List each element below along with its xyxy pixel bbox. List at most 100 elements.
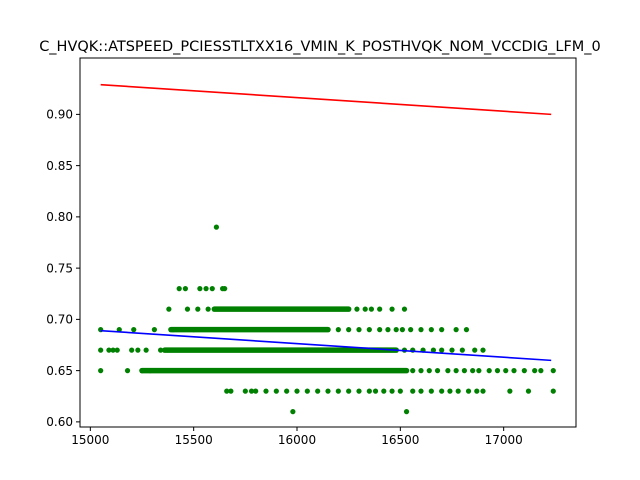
scatter-point-0-73 (366, 327, 372, 333)
scatter-point-0-32 (242, 388, 248, 394)
y-tick-label: 0.60 (46, 415, 73, 429)
scatter-point-0-66 (368, 306, 374, 312)
scatter-point-0-44 (346, 388, 352, 394)
scatter-point-0-96 (434, 368, 441, 374)
scatter-point-0-80 (428, 327, 434, 333)
scatter-point-0-89 (449, 347, 455, 353)
scatter-point-0-37 (284, 388, 290, 394)
scatter-point-0-17 (170, 327, 176, 333)
scatter-point-0-64 (354, 306, 360, 312)
scatter-point-0-109 (550, 368, 556, 374)
scatter-point-0-101 (476, 368, 482, 374)
scatter-point-0-12 (143, 347, 149, 353)
scatter-point-0-36 (273, 388, 279, 394)
scatter-point-0-77 (399, 327, 405, 333)
scatter-point-0-19 (182, 286, 188, 292)
scatter-point-0-81 (439, 327, 445, 333)
scatter-point-0-51 (403, 409, 410, 415)
scatter-point-0-99 (461, 368, 467, 374)
scatter-point-0-15 (158, 347, 164, 353)
scatter-point-0-49 (389, 388, 395, 394)
scatter-point-0-16 (166, 306, 172, 312)
y-tick-label: 0.80 (46, 210, 73, 224)
scatter-point-0-106 (521, 368, 527, 374)
scatter-point-0-59 (474, 388, 480, 394)
scatter-point-0-72 (356, 327, 362, 333)
scatter-point-0-31 (228, 388, 234, 394)
scatter-point-0-78 (408, 327, 414, 333)
scatter-point-0-83 (463, 327, 470, 333)
scatter-point-0-45 (356, 388, 362, 394)
scatter-point-0-88 (439, 347, 445, 353)
scatter-point-0-30 (224, 388, 230, 394)
scatter-point-0-5 (114, 347, 120, 353)
scatter-point-0-26 (209, 286, 215, 292)
y-tick-label: 0.70 (46, 313, 73, 327)
scatter-point-0-71 (346, 327, 352, 333)
scatter-point-0-103 (494, 368, 501, 374)
x-tick-label: 15000 (71, 433, 109, 447)
scatter-point-0-74 (377, 327, 383, 333)
scatter-point-0-39 (294, 388, 300, 394)
scatter-point-0-79 (418, 327, 424, 333)
scatter-point-0-52 (410, 388, 416, 394)
scatter-point-0-48 (381, 388, 387, 394)
scatter-point-0-10 (135, 347, 141, 353)
scatter-point-0-42 (325, 388, 331, 394)
scatter-point-0-61 (507, 388, 513, 394)
scatter-point-0-4 (110, 347, 116, 353)
scatter-point-0-23 (197, 286, 203, 292)
scatter-point-0-92 (480, 347, 486, 353)
scatter-point-0-94 (418, 368, 424, 374)
x-tick-label: 16500 (381, 433, 419, 447)
scatter-point-0-102 (486, 368, 492, 374)
scatter-point-0-95 (426, 368, 432, 374)
scatter-point-0-43 (335, 388, 341, 394)
scatter-point-0-20 (184, 306, 191, 312)
y-tick-label: 0.85 (46, 159, 73, 173)
scatter-point-0-40 (304, 388, 310, 394)
x-tick-label: 16000 (278, 433, 316, 447)
axes-frame (79, 57, 577, 428)
scatter-point-0-22 (195, 306, 201, 312)
scatter-point-0-108 (538, 368, 544, 374)
scatter-points (98, 224, 556, 415)
scatter-point-0-33 (248, 388, 255, 394)
scatter-point-0-65 (362, 306, 368, 312)
chart-title: C_HVQK::ATSPEED_PCIESSTLTXX16_VMIN_K_POS… (39, 39, 601, 55)
y-tick-label: 0.65 (46, 364, 73, 378)
scatter-point-0-53 (418, 388, 424, 394)
scatter-point-0-50 (397, 388, 403, 394)
scatter-point-0-100 (470, 368, 476, 374)
scatter-point-0-8 (129, 347, 135, 353)
scatter-point-0-105 (511, 368, 517, 374)
scatter-point-0-27 (213, 224, 219, 230)
axes-background (80, 58, 576, 427)
scatter-point-0-3 (106, 347, 112, 353)
scatter-point-0-93 (410, 368, 416, 374)
scatter-point-0-91 (472, 347, 478, 353)
scatter-point-0-47 (372, 388, 379, 394)
scatter-point-0-14 (151, 327, 157, 333)
scatter-point-0-13 (147, 368, 153, 374)
scatter-point-0-76 (393, 327, 399, 333)
scatter-point-0-70 (335, 327, 341, 333)
scatter-point-0-21 (191, 327, 197, 333)
scatter-point-0-60 (480, 388, 486, 394)
scatter-point-0-58 (465, 388, 472, 394)
scatter-bands (139, 306, 410, 374)
scatter-point-0-2 (98, 368, 104, 374)
fit-line (100, 329, 552, 362)
plot-area (79, 57, 577, 428)
scatter-point-0-35 (263, 388, 269, 394)
trend-lines (100, 83, 552, 362)
scatter-point-0-97 (445, 368, 451, 374)
x-axis: 15000 15500 16000 16500 17000 (71, 427, 523, 447)
scatter-point-0-57 (455, 388, 461, 394)
scatter-point-0-6 (116, 327, 122, 333)
upper-line (100, 83, 552, 116)
y-tick-label: 0.75 (46, 261, 73, 275)
scatter-point-0-98 (453, 368, 459, 374)
scatter-point-0-90 (459, 347, 465, 353)
